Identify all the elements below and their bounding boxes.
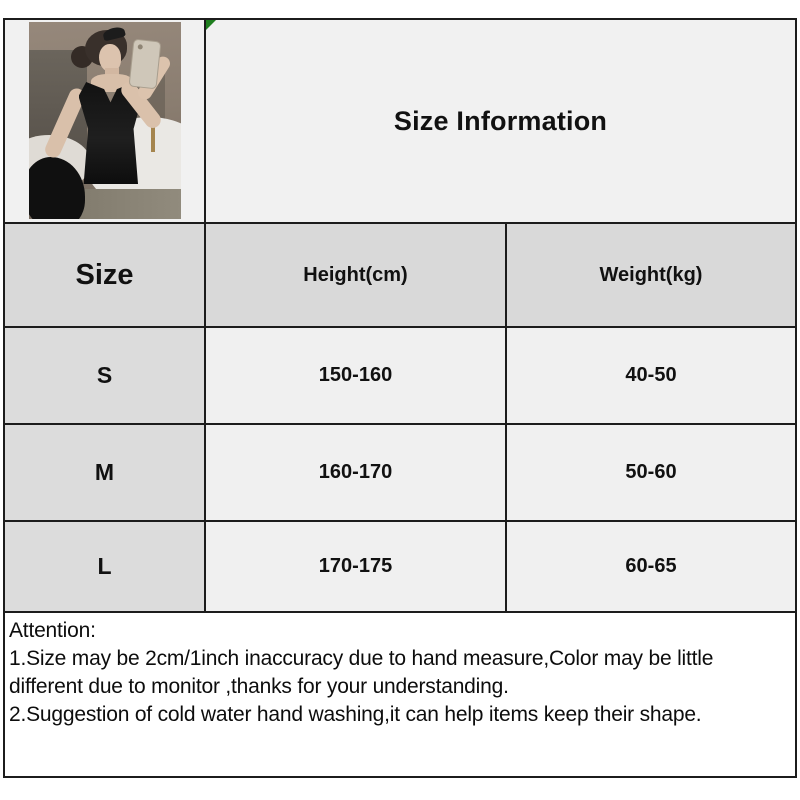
page-title: Size Information <box>393 105 608 136</box>
attention-heading: Attention: <box>9 619 96 642</box>
row-m-weight-value: 50-60 <box>507 425 795 520</box>
column-header-height: Height(cm) <box>206 224 505 326</box>
row-l-weight-value: 60-65 <box>507 522 795 611</box>
size-information-title-cell: Size Information <box>206 20 795 222</box>
excel-error-corner-icon <box>206 20 216 30</box>
column-header-weight: Weight(kg) <box>507 224 795 326</box>
row-l-size-label: L <box>5 522 204 611</box>
photo-phone <box>128 38 161 90</box>
size-chart-table: Size Information Size Height(cm) Weight(… <box>3 18 797 778</box>
row-s-weight-value: 40-50 <box>507 328 795 423</box>
attention-line: 2.Suggestion of cold water hand washing,… <box>9 703 702 726</box>
photo-face <box>98 44 121 72</box>
column-header-size: Size <box>5 224 204 326</box>
row-s-size-label: S <box>5 328 204 423</box>
attention-notes: Attention: 1.Size may be 2cm/1inch inacc… <box>5 613 795 776</box>
row-m-height-value: 160-170 <box>206 425 505 520</box>
row-l-height-value: 170-175 <box>206 522 505 611</box>
product-photo-cell <box>5 20 204 222</box>
attention-line: different due to monitor ,thanks for you… <box>9 675 509 698</box>
row-m-size-label: M <box>5 425 204 520</box>
row-s-height-value: 150-160 <box>206 328 505 423</box>
product-photo <box>28 22 181 219</box>
attention-line: 1.Size may be 2cm/1inch inaccuracy due t… <box>9 647 714 670</box>
photo-faucet <box>150 116 155 152</box>
